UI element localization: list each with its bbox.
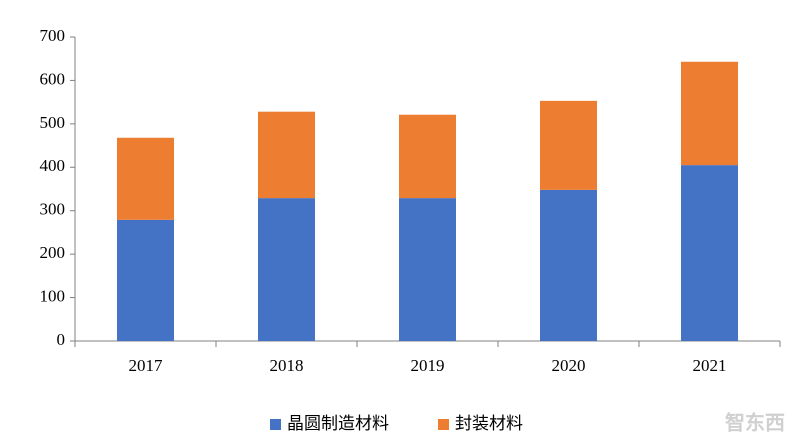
legend-label: 晶圆制造材料 xyxy=(287,414,389,433)
legend-swatch xyxy=(270,419,281,430)
y-tick-label: 300 xyxy=(40,200,66,219)
legend-swatch xyxy=(438,419,449,430)
y-tick-label: 200 xyxy=(40,243,66,262)
y-tick-label: 400 xyxy=(40,156,66,175)
y-tick-label: 500 xyxy=(40,113,66,132)
x-tick-label: 2021 xyxy=(693,356,727,375)
bar-segment xyxy=(399,114,456,199)
y-tick-label: 100 xyxy=(40,286,66,305)
y-tick-label: 600 xyxy=(40,69,66,88)
x-tick-label: 2017 xyxy=(129,356,164,375)
y-tick-label: 700 xyxy=(40,26,66,45)
legend-label: 封装材料 xyxy=(455,414,523,433)
x-tick-label: 2018 xyxy=(270,356,304,375)
bar-segment xyxy=(681,165,738,341)
bar-segment xyxy=(117,137,174,220)
watermark: 智东西 xyxy=(725,411,785,435)
bar-segment xyxy=(399,198,456,341)
x-tick-label: 2019 xyxy=(411,356,445,375)
bar-segment xyxy=(258,198,315,341)
x-tick-label: 2020 xyxy=(552,356,586,375)
bar-segment xyxy=(117,219,174,341)
bar-segment xyxy=(540,100,597,190)
bar-segment xyxy=(540,189,597,341)
bar-segment xyxy=(258,111,315,199)
bar-segment xyxy=(681,61,738,166)
y-tick-label: 0 xyxy=(57,330,66,349)
